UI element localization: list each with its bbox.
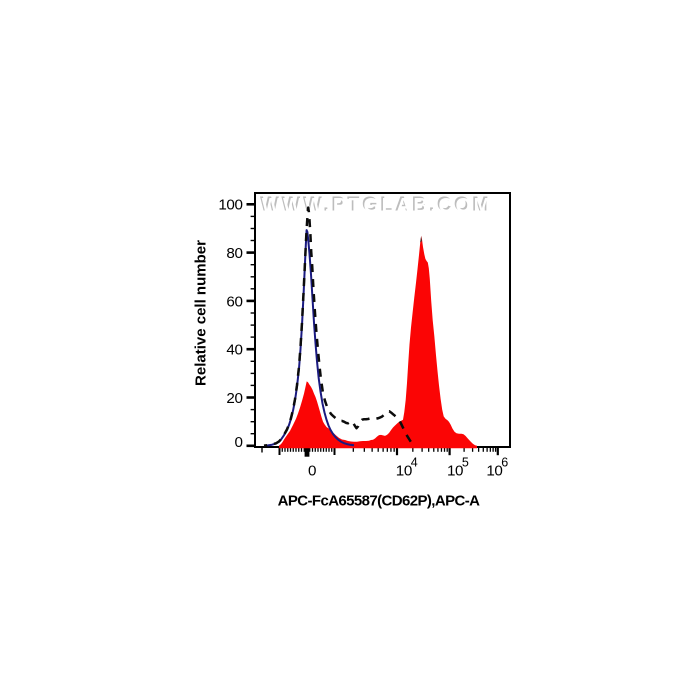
svg-text:0: 0 (308, 463, 316, 480)
svg-text:40: 40 (226, 342, 242, 359)
svg-text:WWW.PTGLAB.COM: WWW.PTGLAB.COM (260, 194, 491, 216)
svg-text:Relative cell number: Relative cell number (193, 240, 210, 386)
svg-text:APC-FcA65587(CD62P),APC-A: APC-FcA65587(CD62P),APC-A (278, 493, 480, 510)
svg-text:5: 5 (462, 455, 469, 469)
svg-text:20: 20 (226, 390, 242, 407)
svg-text:WWW.PTGLAB.COM: WWW.PTGLAB.COM (262, 195, 493, 217)
svg-text:6: 6 (501, 455, 508, 469)
svg-text:60: 60 (226, 293, 242, 310)
svg-text:100: 100 (218, 197, 242, 214)
svg-text:0: 0 (234, 434, 242, 451)
svg-text:10: 10 (396, 463, 412, 480)
svg-text:4: 4 (411, 455, 418, 469)
svg-text:10: 10 (447, 463, 463, 480)
svg-text:80: 80 (226, 245, 242, 262)
svg-text:10: 10 (486, 463, 502, 480)
